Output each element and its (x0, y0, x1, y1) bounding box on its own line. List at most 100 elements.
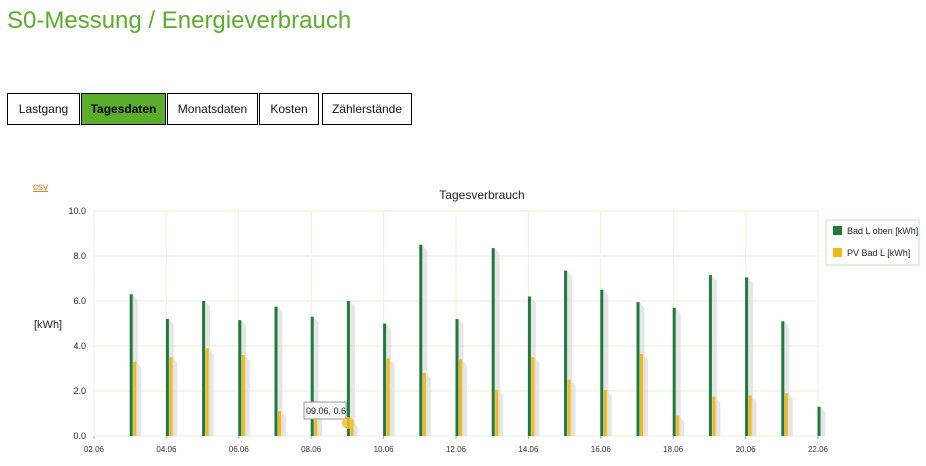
bar-pv-bad-l (459, 359, 462, 436)
bar-pv-bad-l (676, 415, 680, 436)
y-tick-label: 4.0 (73, 341, 86, 351)
bar-pv-bad-l (422, 373, 426, 436)
bar-bad-l-oben (346, 301, 350, 436)
y-tick-label: 6.0 (73, 296, 86, 306)
legend-label-pv-bad-l: PV Bad L [kWh] (847, 248, 910, 258)
bar-bad-l-oben (455, 319, 459, 436)
bar-shadow (353, 422, 359, 436)
y-tick-label: 8.0 (73, 251, 86, 261)
bar-pv-bad-l (350, 422, 354, 436)
x-tick-label: 08.06 (301, 445, 322, 454)
y-tick-label: 2.0 (73, 386, 86, 396)
bar-shadow (675, 307, 681, 436)
bar-bad-l-oben (781, 321, 785, 436)
x-tick-label: 04.06 (156, 445, 177, 454)
bar-shadow (277, 306, 283, 436)
x-tick-label: 16.06 (591, 445, 612, 454)
bar-shadow (425, 373, 431, 436)
tooltip-box (303, 401, 347, 420)
bar-shadow (711, 275, 717, 436)
x-tick-label: 02.06 (84, 445, 105, 454)
bar-bad-l-oben (745, 277, 749, 436)
bar-shadow (462, 359, 467, 436)
tooltip-label: 09.06, 0.6 (306, 406, 346, 416)
bar-pv-bad-l (712, 396, 716, 436)
bar-bad-l-oben (165, 319, 169, 436)
bar-bad-l-oben (636, 302, 640, 436)
bar-bad-l-oben (817, 406, 821, 436)
bar-bad-l-oben (600, 289, 604, 436)
tab-monatsdaten[interactable]: Monatsdaten (167, 93, 258, 125)
bar-shadow (389, 358, 395, 436)
legend-label-bad-l-oben: Bad L oben [kWh] (847, 226, 918, 236)
y-tick-label: 0.0 (73, 431, 86, 441)
bar-pv-bad-l (205, 348, 209, 436)
bar-pv-bad-l (531, 357, 535, 436)
bar-pv-bad-l (169, 357, 173, 436)
x-tick-label: 18.06 (663, 445, 684, 454)
bar-bad-l-oben (527, 296, 531, 436)
bar-pv-bad-l (603, 389, 607, 436)
bar-shadow (494, 248, 500, 436)
bar-pv-bad-l (784, 393, 788, 436)
tab-lastgang[interactable]: Lastgang (7, 93, 80, 125)
bar-pv-bad-l (278, 411, 281, 436)
chart-bars (129, 244, 826, 436)
chart-grid (93, 210, 819, 437)
bar-pv-bad-l (748, 395, 752, 436)
x-axis-ticks: 02.06 04.06 06.06 08.06 10.06 12.06 14.06 16.06… (84, 436, 829, 454)
bar-pv-bad-l (567, 379, 571, 436)
y-axis-label: [kWh] (34, 319, 62, 331)
legend-swatch-pv-bad-l (833, 248, 842, 257)
tab-tagesdaten[interactable]: Tagesdaten (81, 93, 166, 125)
bar-bad-l-oben (708, 275, 712, 436)
tab-kosten[interactable]: Kosten (259, 93, 319, 125)
bar-bad-l-oben (564, 270, 568, 436)
bar-shadow (136, 361, 142, 436)
chart-tooltip: 09.06, 0.6 (303, 401, 354, 429)
bar-shadow (498, 389, 504, 436)
bar-pv-bad-l (241, 355, 245, 436)
daily-consumption-chart: Tagesverbrauch [kWh] 0.0 2.0 4.0 6.0 8.0 10.0… (34, 188, 920, 454)
bar-bad-l-oben (383, 323, 387, 436)
bar-pv-bad-l (495, 389, 499, 436)
legend-swatch-bad-l-oben (833, 226, 842, 235)
bar-shadow (820, 406, 826, 436)
bar-shadow (349, 301, 355, 436)
legend-box (825, 219, 920, 266)
x-tick-label: 06.06 (229, 445, 250, 454)
y-tick-label: 10.0 (68, 206, 86, 216)
y-axis-ticks: 0.0 2.0 4.0 6.0 8.0 10.0 (68, 206, 86, 441)
bar-bad-l-oben (238, 320, 242, 436)
chart-title: Tagesverbrauch (439, 188, 524, 202)
chart-legend: Bad L oben [kWh] PV Bad L [kWh] (825, 219, 920, 266)
bar-shadow (679, 415, 685, 436)
bar-bad-l-oben (672, 307, 676, 436)
bar-shadow (570, 379, 576, 436)
bar-bad-l-oben (274, 306, 278, 436)
page-title: S0-Messung / Energieverbrauch (7, 7, 352, 34)
bar-shadow (281, 411, 286, 436)
bar-pv-bad-l (133, 361, 137, 436)
tooltip-point-marker (342, 417, 354, 429)
bar-shadow (244, 355, 250, 436)
bar-pv-bad-l (386, 358, 390, 436)
csv-export-link[interactable]: csv (33, 182, 48, 193)
x-tick-label: 22.06 (808, 445, 829, 454)
bar-bad-l-oben (310, 316, 314, 436)
x-tick-label: 14.06 (518, 445, 539, 454)
bar-shadow (643, 353, 648, 436)
bar-bad-l-oben (419, 244, 423, 436)
bar-bad-l-oben (491, 248, 495, 436)
x-tick-label: 10.06 (374, 445, 395, 454)
tab-zaehlerstaende[interactable]: Zählerstände (322, 93, 412, 125)
bar-shadow (751, 395, 757, 436)
bar-bad-l-oben (129, 294, 133, 436)
bar-shadow (208, 348, 214, 436)
bar-shadow (787, 393, 793, 436)
x-tick-label: 20.06 (736, 445, 757, 454)
bar-shadow (172, 357, 178, 436)
bar-shadow (715, 396, 721, 436)
bar-pv-bad-l (640, 353, 643, 436)
bar-shadow (534, 357, 540, 436)
